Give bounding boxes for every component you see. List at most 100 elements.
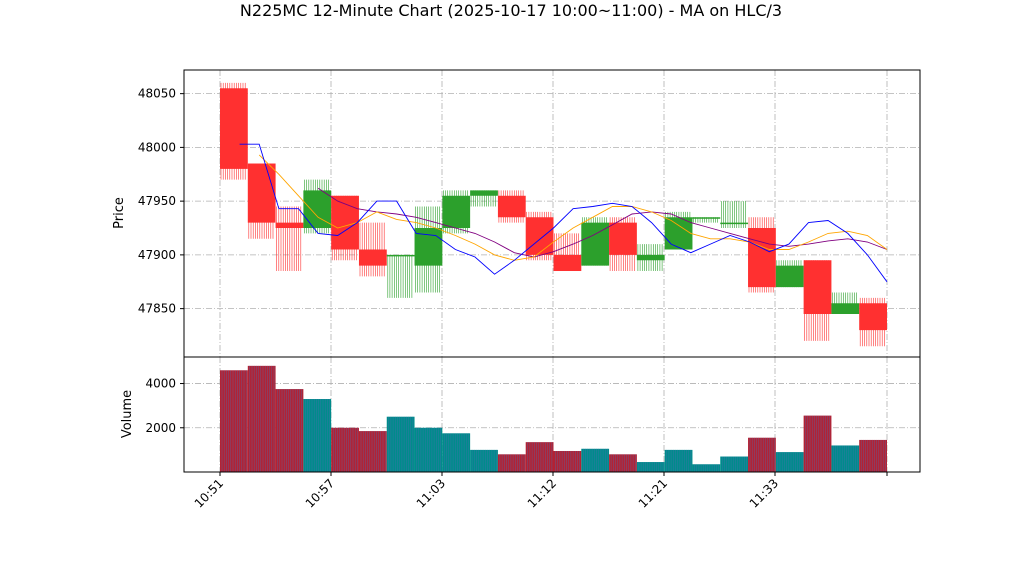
candle [748,217,776,293]
volume-bar [220,370,248,472]
volume-panel: 2000 4000 10:51 10:57 11:03 11:12 11:21 11:33 [145,356,921,511]
volume-bar-body [692,464,721,472]
volume-bar [664,449,693,472]
price-panel: 47850 47900 47950 48000 48050 [138,69,921,358]
volume-bar [275,389,304,472]
candle [581,217,610,266]
volume-ytick-label: 4000 [145,377,176,391]
chart-title: N225MC 12-Minute Chart (2025-10-17 10:00… [240,1,782,20]
candle [275,206,304,272]
candle-body [553,254,582,272]
candle-body [720,222,749,225]
ma-long-line [317,187,888,258]
candle [414,206,443,293]
candle [497,190,526,223]
volume-bar-body [358,431,387,472]
volume-bar-body [497,454,526,472]
volume-bar-body [386,416,415,472]
candle-body [247,163,276,223]
volume-bar-body [581,448,610,472]
volume-bar [470,449,498,472]
volume-bar [609,454,637,472]
candle [636,244,665,272]
candle-body [803,260,832,315]
volume-bar [358,431,387,472]
ma-mid-line [258,154,888,261]
candle-body [748,228,776,288]
price-ytick-label: 47850 [138,302,176,316]
candle [692,217,721,223]
price-ytick-label: 47950 [138,194,176,208]
candle [775,260,804,288]
price-ytick-label: 47900 [138,248,176,262]
xtick-label: 11:03 [414,476,448,510]
candle-body [664,217,693,250]
volume-panel-frame [183,356,921,473]
volume-bar-body [748,437,776,472]
volume-bar [581,448,610,472]
candle [358,222,387,277]
candle-body [525,217,554,255]
volume-bar [303,399,332,472]
volume-bar-body [775,452,804,472]
candle [720,201,749,229]
volume-bar [442,433,471,472]
volume-bar [553,450,582,472]
candle-body [470,190,498,196]
volume-bar [386,416,415,472]
volume-bar-body [247,365,276,472]
candle-body [609,222,637,255]
candle-body [220,88,248,169]
candle [220,82,248,180]
volume-bar [636,462,665,472]
price-ytick-label: 48050 [138,87,176,101]
xtick-label: 10:57 [303,476,337,510]
candle [331,195,359,261]
xtick-label: 11:21 [636,476,670,510]
volume-bar-body [470,449,498,472]
price-ytick-label: 48000 [138,140,176,154]
candle [831,292,860,315]
xtick-label: 11:33 [747,476,781,510]
volume-bar [775,452,804,472]
candle-body [775,265,804,288]
volume-bar-body [831,445,860,472]
xtick-label: 11:12 [525,476,559,510]
volume-bar [720,456,749,472]
candle [470,190,498,207]
volume-bar [803,415,832,472]
candle-body [831,303,860,315]
candle [803,260,832,341]
volume-ytick-label: 2000 [145,421,176,435]
candle [859,297,887,347]
volume-bar-body [525,442,554,472]
candle-body [692,217,721,219]
volume-bar [859,439,887,472]
price-axis-label: Price [112,197,127,229]
volume-bar [414,427,443,472]
candle [303,179,332,234]
candle-body [497,195,526,218]
volume-bar [331,427,359,472]
volume-bar [247,365,276,472]
candle-body [358,249,387,266]
volume-bar-body [720,456,749,472]
volume-bar [692,464,721,472]
volume-bar-body [303,399,332,472]
volume-bar-body [803,415,832,472]
candle [442,190,471,234]
volume-bar-body [609,454,637,472]
volume-bar [525,442,554,472]
volume-bar-body [414,427,443,472]
volume-bar [748,437,776,472]
volume-bar-body [442,433,471,472]
volume-bar [497,454,526,472]
candle-body [275,222,304,229]
volume-bar-body [636,462,665,472]
xtick-label: 10:51 [192,476,226,510]
volume-bar-body [220,370,248,472]
volume-bar-body [275,389,304,472]
volume-bar [831,445,860,472]
